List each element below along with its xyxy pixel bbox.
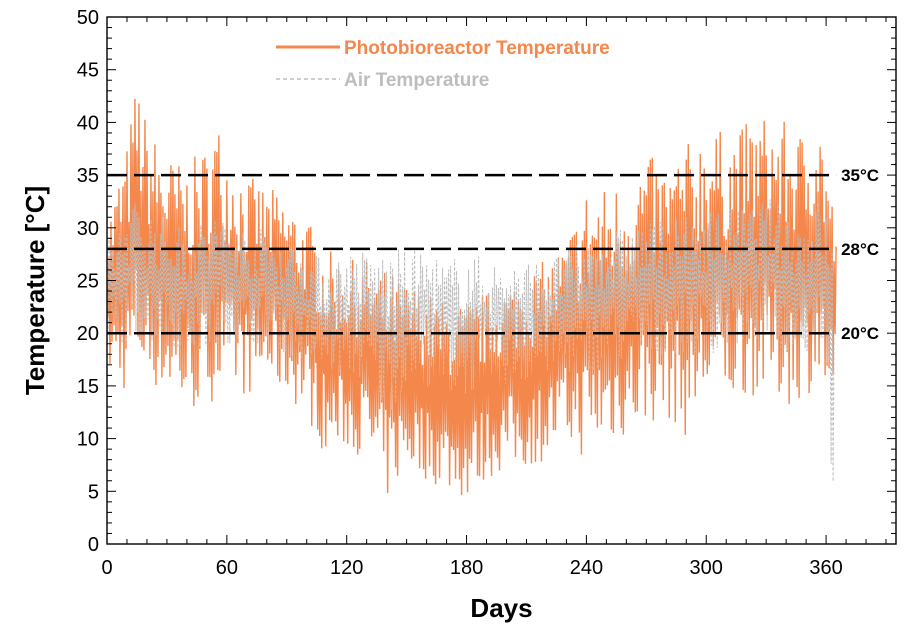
y-tick-label: 45: [77, 60, 99, 82]
y-tick-label: 20: [77, 323, 99, 345]
reference-lines: 35°C 28°C 20°C: [107, 166, 879, 343]
x-tick-label: 0: [101, 557, 112, 579]
y-tick-label: 30: [77, 218, 99, 240]
y-tick-label: 50: [77, 7, 99, 29]
reference-label-28: 28°C: [841, 240, 879, 259]
y-tick-label: 10: [77, 429, 99, 451]
reference-label-20: 20°C: [841, 324, 879, 343]
axes: 0 60 120 180 240 300 360 0 5 10 15 20 25 30 35 40 45 50: [77, 7, 897, 579]
x-tick-label: 360: [809, 557, 842, 579]
y-tick-label: 35: [77, 165, 99, 187]
legend-label-air: Air Temperature: [344, 70, 489, 91]
x-tick-label: 120: [330, 557, 363, 579]
series-line-air: [106, 199, 835, 482]
y-tick-label: 0: [88, 534, 99, 556]
x-tick-label: 300: [690, 557, 723, 579]
legend-label-photobioreactor: Photobioreactor Temperature: [344, 38, 610, 59]
legend: Photobioreactor Temperature Air Temperat…: [276, 38, 610, 91]
x-tick-label: 180: [450, 557, 483, 579]
y-tick-label: 15: [77, 376, 99, 398]
y-tick-label: 5: [88, 481, 99, 503]
reference-label-35: 35°C: [841, 166, 879, 185]
y-tick-label: 40: [77, 112, 99, 134]
y-tick-label: 25: [77, 271, 99, 293]
y-axis-title: Temperature [°C]: [20, 186, 50, 395]
data-layer: [106, 98, 837, 496]
x-axis-title: Days: [470, 593, 532, 623]
x-tick-label: 60: [216, 557, 238, 579]
x-tick-label: 240: [570, 557, 603, 579]
